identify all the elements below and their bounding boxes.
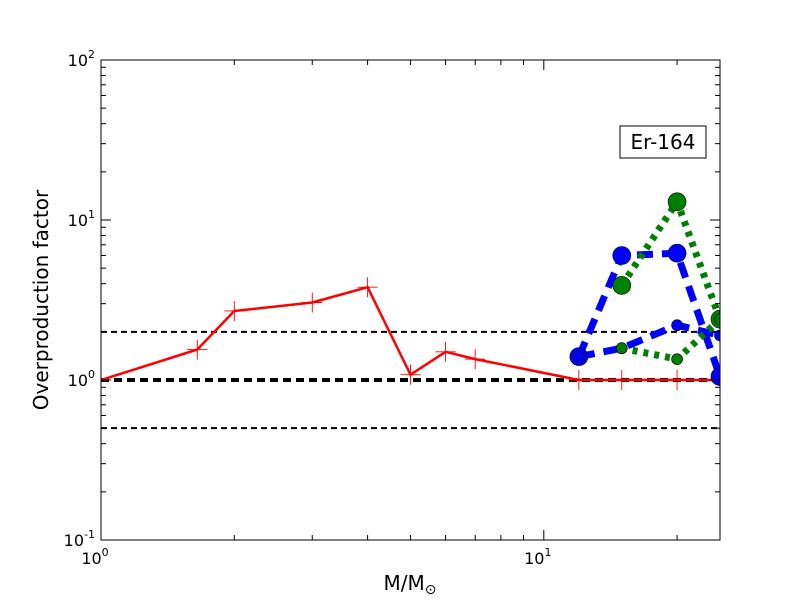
x-tick-base: 10 <box>524 549 544 568</box>
series-5-point <box>714 313 720 325</box>
series-1-point <box>302 292 323 313</box>
y-tick-base: 10 <box>68 211 88 230</box>
y-axis-label: Overproduction factor <box>29 189 53 410</box>
series-4-line <box>578 321 720 361</box>
x-tick-label: 100 <box>81 546 108 568</box>
y-tick-base: 10 <box>68 51 88 70</box>
series-1-point <box>611 370 632 390</box>
y-tick-label: 101 <box>68 208 95 230</box>
series-1-point <box>400 364 421 385</box>
x-tick-label: 101 <box>524 546 551 568</box>
series-1-point <box>568 370 589 390</box>
series-2-point <box>667 243 687 263</box>
x-axis-label: M/M⊙ <box>384 571 437 598</box>
series-4-point <box>714 329 720 342</box>
series-3-point <box>667 192 687 212</box>
series-4-point <box>573 350 585 363</box>
y-tick-exp: 2 <box>88 48 95 61</box>
annotation-frame <box>619 125 707 159</box>
series-1-point <box>667 370 688 390</box>
series-1-point <box>465 349 486 370</box>
y-tick-label: 10-1 <box>64 528 95 550</box>
y-tick-base: 10 <box>64 531 84 550</box>
reference-lines <box>101 330 720 430</box>
series-1-point <box>357 277 378 298</box>
annotation-box: Er-164 <box>619 125 707 159</box>
series-1-point <box>435 341 456 362</box>
y-tick-exp: 0 <box>88 368 95 381</box>
y-tick-label: 102 <box>68 48 95 70</box>
plot-background <box>101 60 720 540</box>
y-tick-exp: 1 <box>88 208 95 221</box>
series-5-point <box>615 342 628 355</box>
x-axis-label-text: M/M <box>384 571 425 595</box>
y-tick-exp: -1 <box>84 528 95 541</box>
series-2-point <box>612 246 632 265</box>
series-1-point <box>224 300 245 321</box>
series-1-point <box>187 339 208 360</box>
x-tick-exp: 1 <box>544 546 551 559</box>
series-5-point <box>671 353 683 365</box>
annotation-label: Er-164 <box>631 130 696 154</box>
x-axis-label-symbol: ⊙ <box>425 582 437 598</box>
y-tick-base: 10 <box>68 371 88 390</box>
series-3-point <box>612 276 632 295</box>
x-tick-exp: 0 <box>102 546 109 559</box>
series-4-point <box>671 319 683 332</box>
y-tick-label: 100 <box>68 368 95 390</box>
series-layer <box>101 192 720 390</box>
series-2-point <box>710 367 720 386</box>
series-2-line <box>575 249 720 378</box>
x-tick-base: 10 <box>81 549 101 568</box>
